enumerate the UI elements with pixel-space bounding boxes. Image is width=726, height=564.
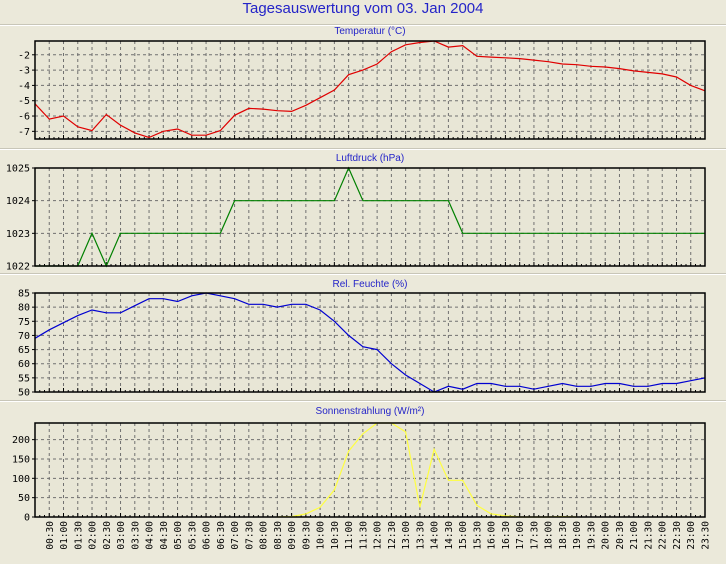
x-tick-label: 01:00 [59,521,70,550]
y-tick-label: 100 [12,474,30,485]
y-tick-label: 85 [18,289,30,300]
x-tick-label: 15:30 [472,521,483,550]
divider [0,273,726,275]
x-tick-label: 06:00 [202,521,213,550]
x-tick-label: 05:00 [173,521,184,550]
x-tick-label: 10:00 [316,521,327,550]
y-tick-label: -7 [18,127,30,138]
y-tick-label: 50 [18,493,30,504]
x-tick-label: 17:00 [515,521,526,550]
plot-frame [34,292,706,393]
x-tick-label: 15:00 [458,521,469,550]
x-tick-label: 17:30 [529,521,540,550]
y-tick-label: -3 [18,66,30,77]
x-tick-label: 07:00 [230,521,241,550]
y-tick-label: 1025 [6,164,30,175]
x-tick-label: 03:00 [116,521,127,550]
x-tick-label: 04:00 [145,521,156,550]
y-tick-label: -6 [18,112,30,123]
x-tick-label: 11:30 [358,521,369,550]
x-tick-label: 18:00 [544,521,555,550]
y-tick-label: 75 [18,317,30,328]
divider [0,148,726,150]
x-tick-label: 13:00 [401,521,412,550]
y-tick-label: 60 [18,359,30,370]
y-tick-label: 1024 [6,196,30,207]
x-tick-label: 16:30 [501,521,512,550]
y-tick-label: -2 [18,50,30,61]
series-line [34,40,706,139]
x-tick-label: 06:30 [216,521,227,550]
x-tick-label: 16:00 [487,521,498,550]
x-tick-label: 13:30 [415,521,426,550]
series-line [35,166,705,268]
x-tick-label: 14:00 [430,521,441,550]
y-tick-label: 65 [18,345,30,356]
x-tick-label: 09:00 [287,521,298,550]
x-tick-label: 23:30 [701,521,712,550]
x-tick-label: 01:30 [73,521,84,550]
x-tick-label: 19:30 [586,521,597,550]
y-tick-label: -5 [18,96,30,107]
divider [0,400,726,402]
x-tick-label: 23:00 [686,521,697,550]
x-tick-label: 04:30 [159,521,170,550]
y-tick-label: 1022 [6,262,30,273]
x-tick-label: 02:30 [102,521,113,550]
plot-area [35,293,705,392]
plot-frame [34,422,706,518]
x-tick-label: 11:00 [344,521,355,550]
x-tick-label: 18:30 [558,521,569,550]
x-tick-label: 07:30 [244,521,255,550]
x-tick-label: 22:30 [672,521,683,550]
y-tick-label: 0 [24,513,30,524]
x-tick-label: 05:30 [187,521,198,550]
y-tick-label: 80 [18,303,30,314]
plot-area [35,41,705,139]
x-tick-label: 21:30 [643,521,654,550]
y-tick-label: 1023 [6,229,30,240]
y-tick-label: 55 [18,373,30,384]
plot-frame [34,40,706,140]
x-tick-label: 22:00 [658,521,669,550]
x-tick-label: 21:00 [629,521,640,550]
y-tick-label: 70 [18,331,30,342]
x-tick-label: 12:30 [387,521,398,550]
x-tick-label: 10:30 [330,521,341,550]
y-tick-label: 200 [12,435,30,446]
chart-title: Luftdruck (hPa) [336,153,404,164]
x-tick-label: 08:30 [273,521,284,550]
x-tick-label: 08:00 [259,521,270,550]
y-tick-label: 150 [12,454,30,465]
x-tick-label: 20:00 [601,521,612,550]
y-tick-label: -4 [18,81,30,92]
chart-title: Sonnenstrahlung (W/m²) [316,406,425,417]
plot-frame [34,167,706,267]
x-tick-label: 03:30 [130,521,141,550]
y-tick-label: 50 [18,388,30,399]
plot-area [35,168,705,266]
plot-area [35,423,705,517]
chart-title: Temperatur (°C) [334,26,405,37]
chart-title: Rel. Feuchte (%) [332,279,407,290]
x-tick-label: 12:00 [373,521,384,550]
x-tick-label: 14:30 [444,521,455,550]
x-tick-label: 00:30 [45,521,56,550]
series-line [34,292,706,393]
x-tick-label: 02:00 [88,521,99,550]
x-tick-label: 09:30 [301,521,312,550]
page-title: Tagesauswertung vom 03. Jan 2004 [242,0,484,17]
x-tick-label: 19:00 [572,521,583,550]
divider [0,24,726,26]
x-tick-label: 20:30 [615,521,626,550]
